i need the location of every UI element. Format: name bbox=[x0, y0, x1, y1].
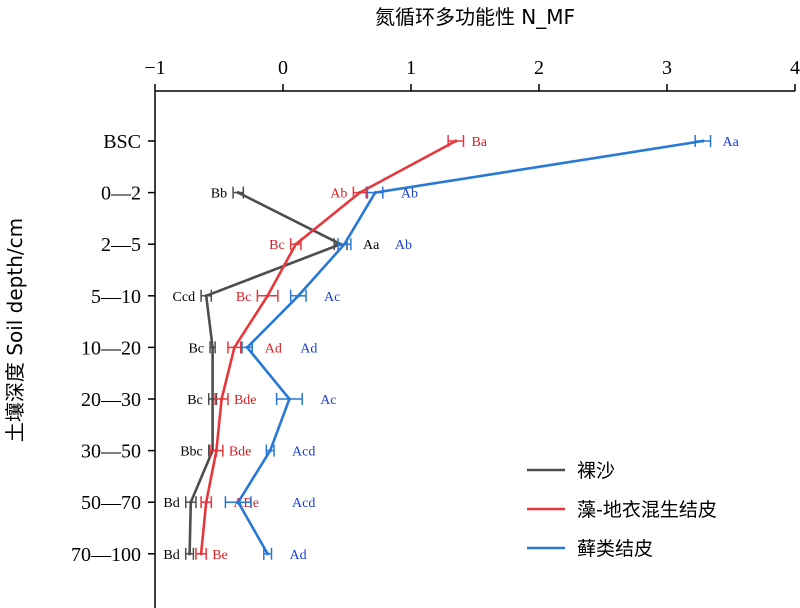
data-point bbox=[236, 191, 240, 195]
significance-label: Ab bbox=[395, 238, 412, 253]
data-point bbox=[211, 345, 215, 349]
y-tick-label: 2—5 bbox=[101, 234, 141, 256]
y-tick-label: 0—2 bbox=[101, 183, 141, 205]
y-tick-label: 70—100 bbox=[71, 544, 141, 566]
significance-label: Bd bbox=[163, 548, 179, 563]
significance-label: Bde bbox=[229, 445, 252, 460]
data-point bbox=[701, 139, 705, 143]
significance-label: Ad bbox=[300, 341, 317, 356]
y-tick-label: 30—50 bbox=[81, 441, 141, 463]
x-tick-label: 2 bbox=[534, 57, 544, 79]
y-tick-label: BSC bbox=[103, 131, 141, 153]
significance-label: Bc bbox=[236, 290, 252, 305]
significance-label: Bc bbox=[269, 238, 285, 253]
x-tick-label: 1 bbox=[406, 57, 416, 79]
x-tick-label: 0 bbox=[278, 57, 288, 79]
data-point bbox=[211, 397, 215, 401]
data-point bbox=[296, 294, 300, 298]
significance-label: Be bbox=[212, 548, 228, 563]
significance-label: Ba bbox=[471, 135, 487, 150]
significance-label: Ab bbox=[401, 187, 418, 202]
series-2: Aa Ab Ab Ac Ad Ac Acd Acd Ad bbox=[224, 135, 740, 563]
data-point bbox=[232, 345, 236, 349]
significance-label: Aa bbox=[363, 238, 380, 253]
data-point bbox=[454, 139, 458, 143]
legend-label: 裸沙 bbox=[577, 460, 615, 482]
y-tick-label: 5—10 bbox=[91, 286, 141, 308]
data-point bbox=[214, 449, 219, 453]
data-point bbox=[189, 500, 193, 504]
data-point bbox=[204, 500, 208, 504]
data-point bbox=[266, 552, 270, 556]
data-point bbox=[373, 191, 377, 195]
data-point bbox=[204, 294, 208, 298]
significance-label: Ad bbox=[265, 341, 282, 356]
significance-label: Bb bbox=[211, 187, 227, 202]
significance-label: Bc bbox=[187, 393, 203, 408]
data-point bbox=[219, 397, 224, 401]
y-tick-label: 20—30 bbox=[81, 389, 141, 411]
significance-label: Ab bbox=[330, 187, 347, 202]
data-point bbox=[236, 500, 240, 504]
significance-label: Ccd bbox=[173, 290, 196, 305]
x-axis-title: 氮循环多功能性 N_MF bbox=[375, 5, 575, 29]
axes: 氮循环多功能性 N_MF −1 0 1 2 3 4 BSC 0—2 2—5 5—10 10—20 20—… bbox=[3, 5, 800, 608]
data-point bbox=[187, 552, 192, 556]
data-point bbox=[266, 294, 270, 298]
significance-label: Bde bbox=[234, 393, 257, 408]
series-layer: BbAaCcdBcBcBbcBdBdBaAbBcBcAdBdeBdeABeBeA… bbox=[163, 135, 740, 563]
y-axis-title: 土壤深度 Soil depth/cm bbox=[3, 218, 27, 442]
significance-label: Ad bbox=[289, 548, 306, 563]
data-point bbox=[245, 345, 249, 349]
x-tick-label: 3 bbox=[662, 57, 672, 79]
data-point bbox=[268, 449, 272, 453]
significance-label: Bd bbox=[163, 496, 179, 511]
significance-label: Aa bbox=[723, 135, 740, 150]
data-point bbox=[294, 242, 298, 246]
significance-label: Ac bbox=[324, 290, 340, 305]
x-tick-label: −1 bbox=[144, 57, 165, 79]
data-point bbox=[358, 191, 362, 195]
series-line bbox=[188, 191, 342, 554]
significance-label: Bc bbox=[188, 341, 204, 356]
significance-label: ABe bbox=[233, 496, 259, 511]
significance-label: Ac bbox=[320, 393, 336, 408]
significance-label: Acd bbox=[292, 445, 315, 460]
legend-label: 藻-地衣混生结皮 bbox=[577, 499, 717, 521]
legend-label: 藓类结皮 bbox=[577, 538, 653, 560]
y-tick-label: 50—70 bbox=[81, 492, 141, 514]
significance-label: Bbc bbox=[180, 445, 203, 460]
data-point bbox=[342, 242, 347, 246]
data-point bbox=[287, 397, 291, 401]
y-tick-label: 10—20 bbox=[81, 337, 141, 359]
data-point bbox=[199, 552, 203, 556]
significance-label: Acd bbox=[292, 496, 315, 511]
x-tick-label: 4 bbox=[790, 57, 800, 79]
